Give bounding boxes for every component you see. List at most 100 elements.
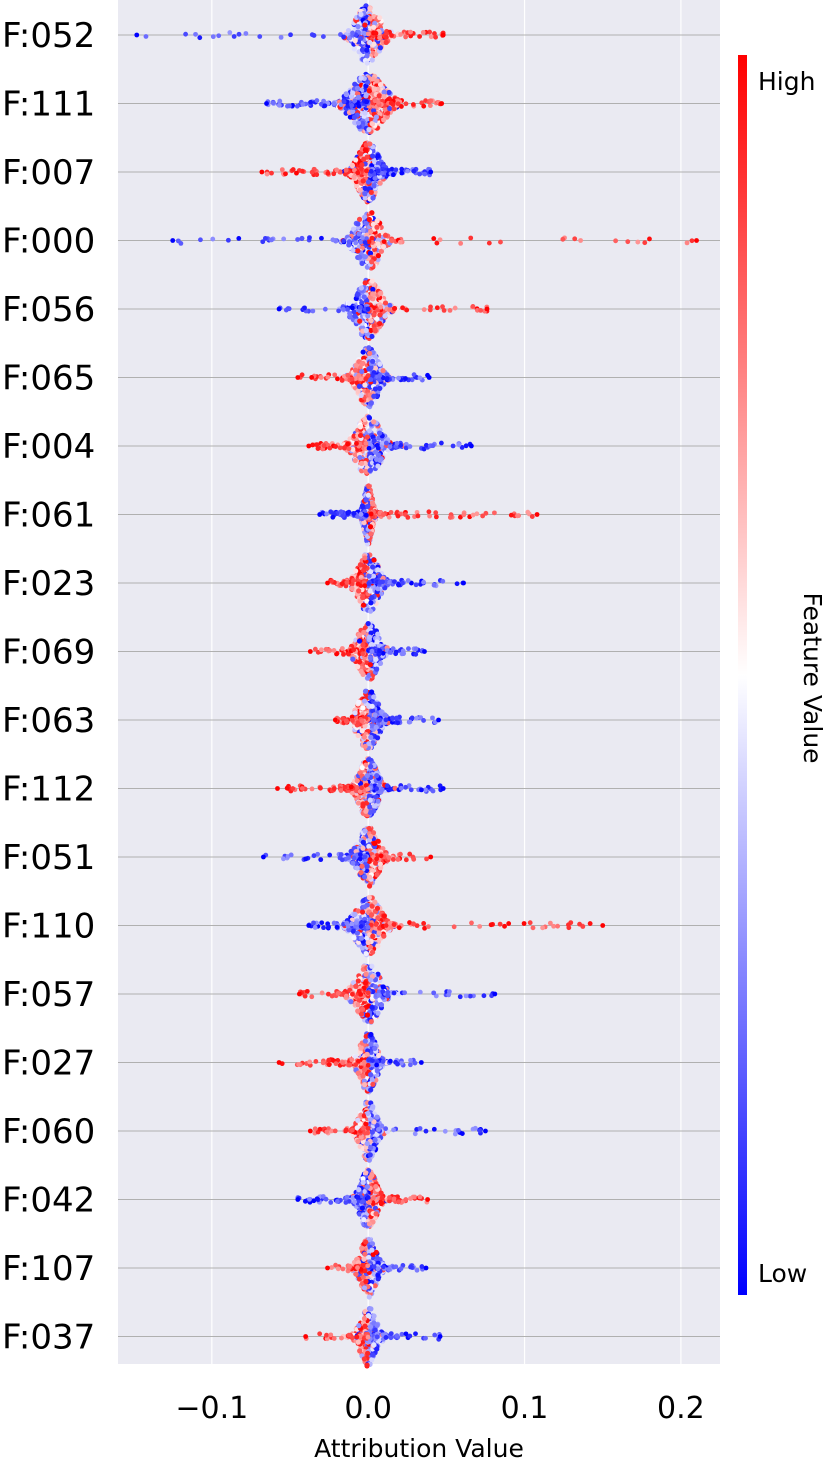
data-point — [421, 718, 426, 723]
data-point — [534, 512, 540, 517]
data-point — [331, 648, 337, 653]
data-point — [373, 114, 379, 120]
data-point — [349, 102, 355, 108]
data-point — [387, 444, 393, 450]
data-point — [352, 81, 358, 87]
data-point — [354, 85, 361, 91]
data-point — [355, 732, 361, 739]
data-point — [389, 33, 394, 38]
data-point — [428, 854, 434, 860]
data-point — [356, 103, 362, 109]
data-point — [356, 372, 362, 378]
data-point — [327, 445, 333, 451]
data-point — [447, 307, 453, 313]
data-point — [312, 646, 318, 652]
data-point — [331, 786, 337, 791]
data-point — [352, 120, 358, 126]
data-point — [366, 573, 372, 579]
data-point — [264, 101, 269, 106]
data-point — [340, 306, 346, 312]
data-point — [278, 34, 284, 40]
data-point — [325, 580, 330, 586]
data-point — [354, 441, 359, 446]
data-point — [413, 651, 419, 657]
feature-points-F052 — [134, 3, 446, 66]
data-point — [363, 327, 369, 333]
data-point — [366, 874, 373, 880]
data-point — [368, 229, 374, 235]
data-point — [350, 860, 356, 866]
data-point — [375, 241, 381, 247]
data-point — [338, 509, 344, 515]
data-point — [360, 178, 366, 184]
data-point — [439, 101, 445, 106]
data-point — [368, 377, 374, 382]
data-point — [325, 374, 331, 380]
data-point — [345, 307, 350, 312]
data-point — [269, 170, 274, 176]
data-point — [343, 718, 349, 724]
data-point — [364, 773, 370, 779]
data-point — [468, 443, 474, 449]
data-point — [377, 361, 383, 367]
data-point — [377, 385, 383, 391]
data-point — [216, 33, 222, 39]
data-point — [361, 734, 367, 740]
data-point — [346, 300, 352, 306]
data-point — [270, 100, 276, 106]
data-point — [369, 57, 375, 63]
data-point — [227, 30, 233, 35]
data-point — [340, 513, 346, 519]
data-point — [399, 104, 404, 109]
data-point — [225, 237, 231, 243]
data-point — [382, 313, 388, 319]
data-point — [284, 785, 290, 791]
data-point — [572, 236, 578, 242]
data-point — [367, 797, 373, 803]
data-point — [329, 578, 334, 584]
data-point — [417, 171, 423, 177]
data-point — [193, 31, 198, 37]
data-point — [359, 368, 365, 375]
data-point — [351, 114, 358, 120]
data-point — [364, 53, 370, 59]
data-point — [332, 372, 338, 378]
data-point — [377, 35, 382, 41]
data-point — [341, 445, 348, 451]
data-point — [360, 705, 366, 711]
data-point — [317, 512, 323, 517]
data-point — [371, 437, 377, 444]
data-point — [391, 305, 398, 312]
data-point — [373, 656, 379, 663]
data-point — [366, 883, 373, 889]
data-point — [368, 763, 374, 770]
data-point — [642, 240, 648, 246]
data-point — [383, 440, 389, 446]
data-point — [396, 375, 401, 381]
data-point — [359, 718, 365, 724]
data-point — [363, 441, 369, 446]
data-point — [353, 363, 359, 369]
data-point — [372, 175, 378, 181]
data-point — [486, 240, 492, 246]
data-point — [369, 703, 375, 709]
data-point — [404, 307, 410, 313]
data-point — [407, 444, 413, 449]
data-point — [345, 27, 352, 34]
data-point — [355, 221, 361, 227]
data-point — [375, 586, 381, 592]
data-point — [424, 856, 429, 862]
data-point — [365, 786, 371, 792]
data-point — [375, 463, 381, 469]
data-point — [386, 514, 392, 520]
data-point — [362, 147, 368, 153]
data-point — [357, 432, 364, 439]
data-point — [384, 376, 390, 381]
data-point — [484, 306, 490, 312]
data-point — [415, 513, 421, 519]
data-point — [377, 861, 383, 867]
data-point — [346, 509, 352, 515]
data-point — [468, 235, 474, 241]
data-point — [422, 171, 428, 177]
data-point — [314, 172, 320, 178]
